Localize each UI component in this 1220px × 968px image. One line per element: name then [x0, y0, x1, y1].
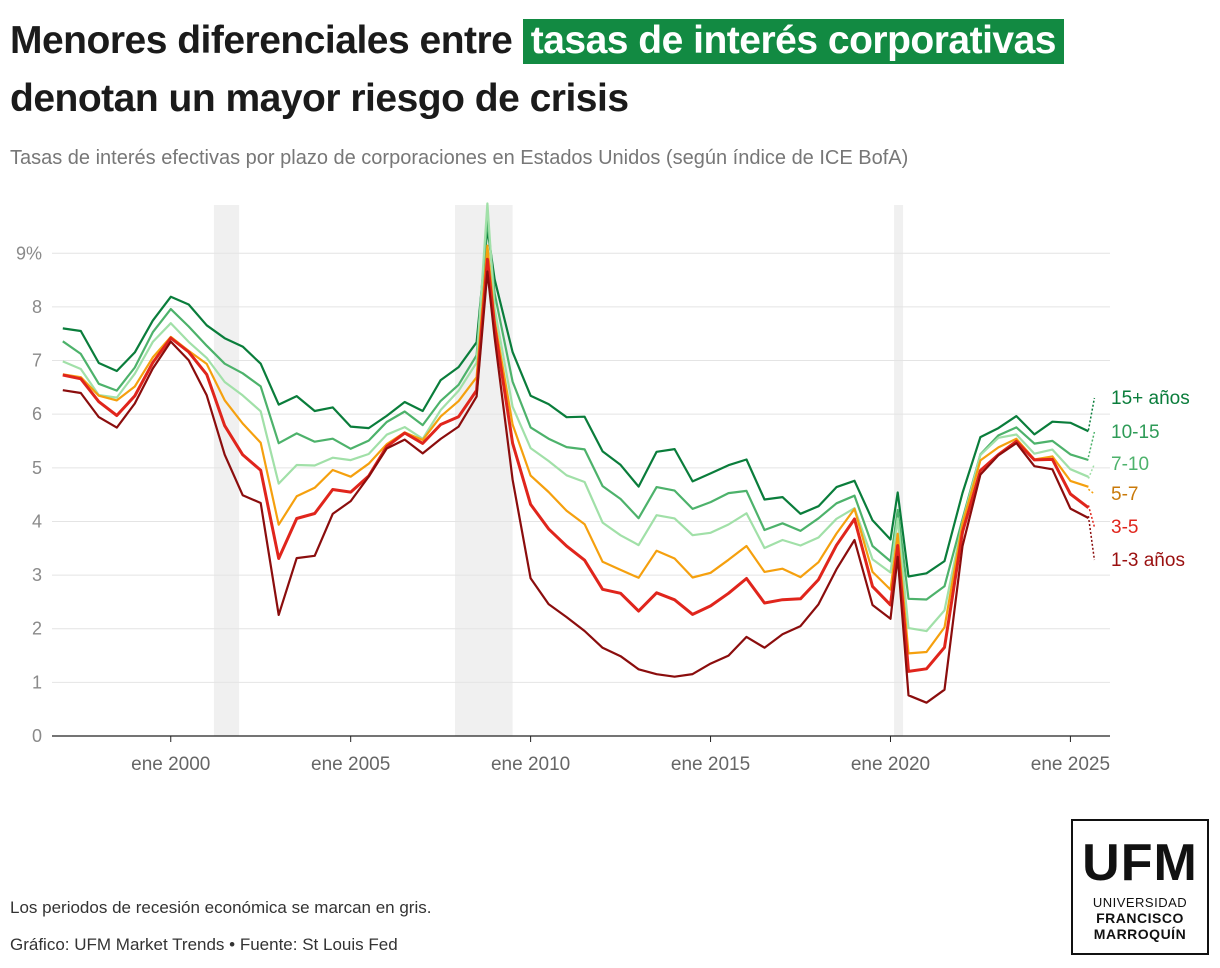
series-label-2: 10-15	[1111, 422, 1160, 443]
logo-line-marroquin: MARROQUÍN	[1093, 926, 1187, 942]
series-leader-4	[1087, 488, 1095, 495]
title-highlight: tasas de interés corporativas	[522, 19, 1064, 64]
series-leader-2	[1087, 431, 1096, 458]
series-label-6: 1-3 años	[1111, 550, 1185, 571]
recession-band-1	[213, 205, 240, 736]
series-label-5: 3-5	[1111, 517, 1138, 538]
x-tick-label-2020: ene 2020	[851, 754, 930, 775]
y-tick-label-0: 0	[32, 726, 42, 746]
y-tick-label-2: 2	[32, 619, 42, 639]
x-tick-label-2025: ene 2025	[1031, 754, 1110, 775]
logo-line-universidad: UNIVERSIDAD	[1092, 895, 1188, 910]
series-leader-5	[1087, 505, 1096, 528]
series-leader-1	[1087, 397, 1096, 431]
x-tick-label-2005: ene 2005	[311, 754, 390, 775]
series-leader-6	[1087, 515, 1096, 561]
chart-subtitle: Tasas de interés efectivas por plazo de …	[10, 147, 909, 169]
logo-mark: UFM	[1082, 834, 1198, 892]
x-tick-label-2000: ene 2000	[131, 754, 210, 775]
series-line-6	[62, 270, 1089, 704]
y-tick-label-8: 8	[32, 297, 42, 317]
series-line-3	[62, 202, 1089, 633]
x-tick-label-2010: ene 2010	[491, 754, 570, 775]
y-tick-label-7: 7	[32, 351, 42, 371]
series-label-3: 7-10	[1111, 454, 1149, 475]
chart-title: Menores diferenciales entre tasas de int…	[10, 12, 1210, 128]
title-part-1: Menores diferenciales entre	[10, 19, 513, 62]
series-label-4: 5-7	[1111, 484, 1138, 505]
recession-band-3	[894, 205, 904, 736]
series-line-4	[62, 244, 1089, 655]
y-tick-label-4: 4	[32, 511, 42, 531]
y-tick-label-5: 5	[32, 458, 42, 478]
recession-note: Los periodos de recesión económica se ma…	[10, 898, 432, 917]
logo-line-francisco: FRANCISCO	[1096, 910, 1184, 926]
x-tick-label-2015: ene 2015	[671, 754, 750, 775]
series-line-1	[62, 227, 1089, 578]
series-line-5	[62, 257, 1090, 673]
y-tick-label-1: 1	[32, 672, 42, 692]
series-leader-3	[1087, 463, 1096, 479]
source-credit: Gráfico: UFM Market Trends • Fuente: St …	[10, 935, 398, 954]
series-label-1: 15+ años	[1111, 388, 1190, 409]
y-tick-label-9: 9%	[16, 243, 42, 263]
y-tick-label-3: 3	[32, 565, 42, 585]
y-tick-label-6: 6	[32, 404, 42, 424]
ufm-logo: UFM UNIVERSIDAD FRANCISCO MARROQUÍN	[1071, 819, 1209, 955]
series-line-2	[62, 217, 1089, 601]
title-part-2: denotan un mayor riesgo de crisis	[10, 77, 629, 120]
line-chart: 0 1 2 3 4 5 6 7 8 9% ene 2000 ene 2005 ene 2010 ene 2…	[16, 202, 1190, 775]
